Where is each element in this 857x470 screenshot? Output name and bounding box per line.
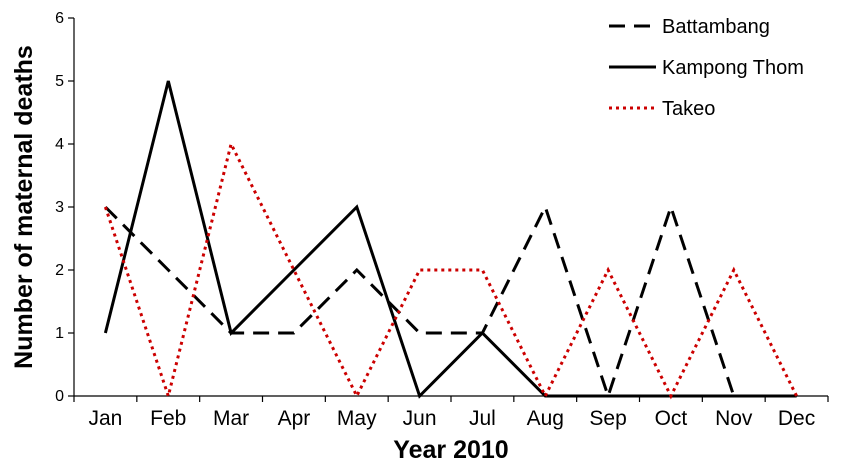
y-tick-label: 1	[55, 325, 64, 342]
legend-label-takeo: Takeo	[662, 98, 715, 120]
series-line-kampong-thom	[103, 80, 797, 399]
legend: Battambang Kampong Thom Takeo	[609, 16, 804, 120]
x-tick-label: Feb	[150, 407, 186, 430]
y-tick-label: 6	[55, 10, 64, 27]
x-tick-label: Apr	[278, 407, 311, 430]
legend-label-kampong-thom: Kampong Thom	[662, 57, 804, 79]
x-tick-label: Nov	[715, 407, 753, 430]
x-axis-ticks: Jan Feb Mar Apr May Jun Jul Aug Sep Oct Nov Dec	[73, 396, 829, 430]
y-axis-title: Number of maternal deaths	[10, 45, 38, 369]
x-tick-label: Aug	[527, 407, 564, 430]
y-tick-label: 2	[55, 262, 64, 279]
x-tick-label: Jul	[469, 407, 496, 430]
legend-label-battambang: Battambang	[662, 16, 770, 38]
x-tick-label: Oct	[655, 407, 688, 430]
series-lines	[103, 80, 798, 402]
x-tick-label: Sep	[589, 407, 626, 430]
y-tick-label: 3	[55, 199, 64, 216]
y-tick-label: 5	[55, 73, 64, 90]
y-axis-ticks: 0 1 2 3 4 5 6	[55, 10, 74, 405]
y-tick-label: 0	[55, 388, 64, 405]
x-tick-label: Jun	[403, 407, 437, 430]
plot-area: 0 1 2 3 4 5 6 Jan Feb Mar Apr May Jun Jul Aug Sep Oct No…	[55, 10, 829, 430]
y-tick-label: 4	[55, 136, 64, 153]
x-tick-label: Dec	[778, 407, 815, 430]
x-tick-label: Jan	[88, 407, 122, 430]
x-tick-label: May	[337, 407, 377, 430]
series-line-battambang	[104, 202, 797, 401]
x-tick-label: Mar	[213, 407, 249, 430]
x-axis-title: Year 2010	[393, 436, 508, 464]
series-line-takeo	[103, 139, 798, 402]
